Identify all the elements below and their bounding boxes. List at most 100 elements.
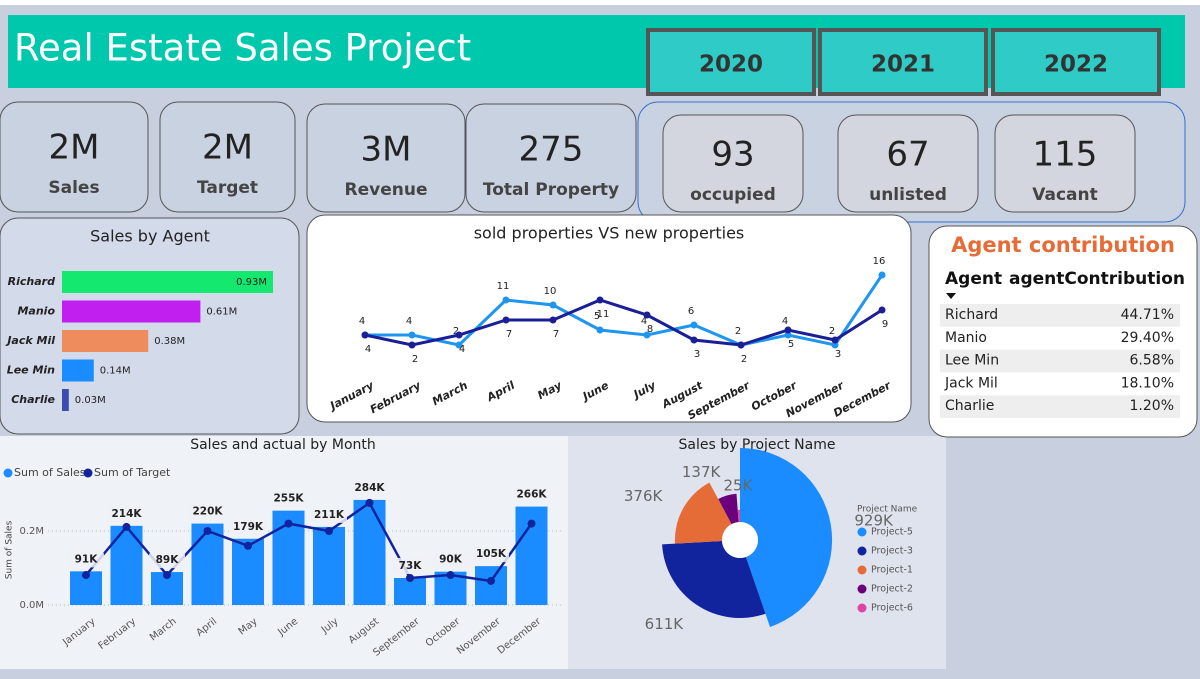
data-label-box: [473, 546, 509, 563]
status-label: occupied: [690, 185, 776, 205]
year-button[interactable]: [818, 28, 988, 96]
donut-hole: [722, 522, 758, 558]
status-value: 67: [886, 135, 929, 175]
kpi-value: 3M: [361, 130, 412, 170]
table-cell: 18.10%: [1121, 375, 1174, 391]
top-strip: [0, 0, 1200, 5]
data-label-box: [270, 490, 307, 507]
point: [408, 331, 416, 339]
data-label: 90K: [439, 554, 463, 566]
bar: [62, 389, 69, 411]
point: [596, 296, 604, 304]
year-button[interactable]: [991, 28, 1161, 96]
legend-marker: [857, 584, 867, 594]
data-label-box: [513, 486, 550, 503]
table-cell: 44.71%: [1121, 307, 1174, 323]
data-label: 2: [735, 326, 741, 337]
point: [502, 316, 510, 324]
data-label: 7: [553, 329, 559, 340]
data-label: 0.93M: [236, 277, 267, 288]
data-label: 4: [782, 316, 788, 327]
data-label: 2: [412, 354, 418, 365]
legend-label: Project-5: [871, 527, 913, 538]
row-stripe: [940, 304, 1180, 327]
y-tick-label: 0.2M: [19, 526, 44, 537]
data-label: 376K: [624, 487, 664, 505]
data-label: 929K: [854, 511, 894, 529]
point: [203, 527, 212, 535]
point: [122, 522, 131, 531]
legend-marker: [857, 527, 867, 537]
point: [784, 331, 792, 339]
data-label-box: [189, 503, 226, 520]
point: [549, 301, 557, 309]
point: [643, 331, 651, 339]
kpi-value: 2M: [202, 128, 253, 168]
y-axis-label: Sum of Sales: [5, 520, 15, 579]
data-label: 284K: [354, 482, 385, 494]
point: [487, 576, 495, 585]
column-header: Agent: [945, 269, 1002, 289]
point: [284, 519, 293, 528]
data-label: 105K: [476, 548, 507, 560]
legend-title: Project Name: [857, 505, 918, 515]
data-label: 0.03M: [75, 395, 106, 406]
legend-label: Project-1: [871, 565, 913, 576]
data-label: 25K: [723, 476, 753, 494]
bar: [62, 330, 149, 352]
data-label: 4: [641, 316, 647, 327]
bar: [191, 523, 224, 605]
status-value: 115: [1033, 135, 1098, 175]
legend-marker: [857, 546, 867, 556]
table-title: Agent contribution: [951, 233, 1175, 257]
data-label-box: [351, 479, 388, 496]
data-label: 611K: [645, 615, 685, 633]
status-card: [994, 114, 1136, 213]
status-card: [662, 114, 804, 213]
line: [365, 274, 884, 347]
kpi-card: [159, 101, 296, 213]
table-cell: Richard: [945, 307, 998, 323]
bar: [353, 499, 386, 605]
pie-slice: [737, 509, 740, 523]
bar: [62, 300, 201, 323]
pie-slice: [674, 482, 732, 544]
bar: [313, 526, 345, 605]
legend-marker: [3, 468, 13, 478]
data-label: 11: [497, 281, 510, 292]
data-label: 89K: [156, 554, 180, 566]
data-label: 0.61M: [206, 307, 237, 318]
panel: [306, 214, 912, 423]
kpi-value: 275: [519, 130, 584, 170]
bar: [62, 359, 94, 382]
point: [831, 336, 839, 344]
column-header: agentContribution: [1009, 269, 1185, 289]
pie-slice: [718, 493, 739, 525]
data-label: 179K: [233, 521, 264, 533]
data-label: 7: [506, 329, 512, 340]
data-label: 4: [459, 344, 465, 355]
data-label: 255K: [273, 493, 304, 505]
point: [527, 519, 536, 528]
point: [690, 336, 698, 344]
legend-label: Project-6: [871, 603, 913, 614]
status-label: unlisted: [869, 185, 947, 205]
data-label: 2: [741, 354, 747, 365]
point: [784, 326, 792, 334]
status-label: Vacant: [1032, 185, 1097, 205]
point: [82, 571, 90, 580]
point: [365, 498, 374, 507]
page-title: Real Estate Sales Project: [14, 27, 471, 70]
table-cell: Charlie: [945, 398, 994, 414]
point: [596, 326, 604, 334]
table-cell: Lee Min: [945, 353, 999, 369]
year-button[interactable]: [646, 28, 816, 96]
y-tick-label: 0.0M: [19, 600, 44, 611]
data-label: 3: [694, 349, 700, 360]
chart-title: Sales by Project Name: [679, 437, 836, 453]
data-label: 11: [597, 309, 610, 320]
point: [643, 311, 651, 319]
data-label: 3: [835, 349, 841, 360]
